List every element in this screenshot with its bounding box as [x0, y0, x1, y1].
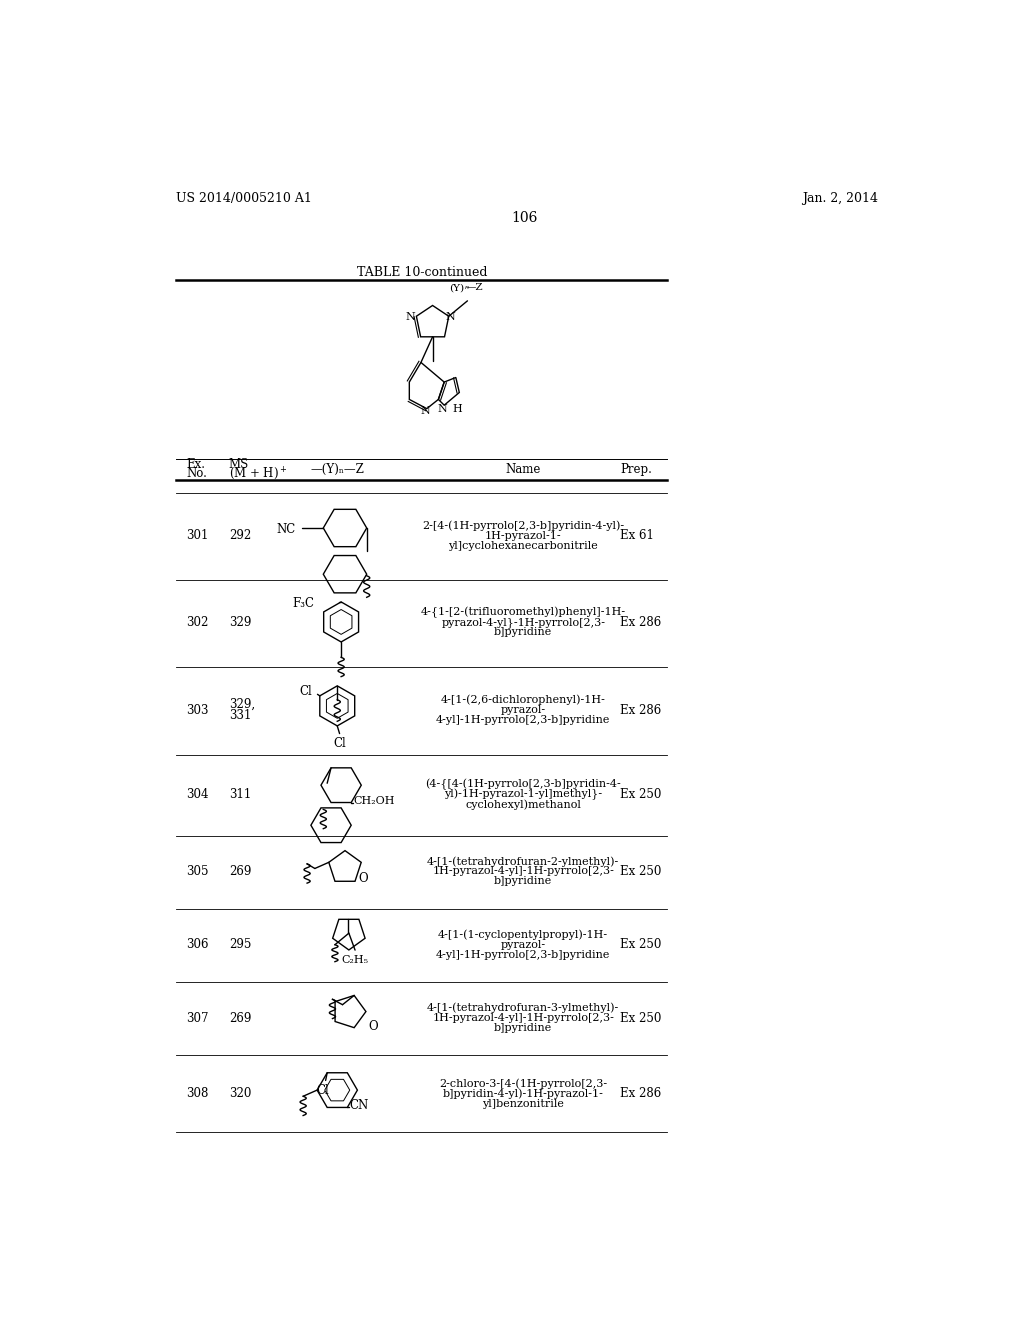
Text: H: H	[452, 404, 462, 414]
Text: NC: NC	[276, 523, 295, 536]
Text: b]pyridin-4-yl)-1H-pyrazol-1-: b]pyridin-4-yl)-1H-pyrazol-1-	[442, 1089, 604, 1100]
Text: Ex 250: Ex 250	[621, 1011, 662, 1024]
Text: b]pyridine: b]pyridine	[495, 876, 552, 887]
Text: Prep.: Prep.	[621, 463, 652, 477]
Text: Cl: Cl	[299, 685, 312, 698]
Text: Ex 250: Ex 250	[621, 939, 662, 952]
Text: CH₂OH: CH₂OH	[353, 796, 395, 807]
Text: 4-yl]-1H-pyrrolo[2,3-b]pyridine: 4-yl]-1H-pyrrolo[2,3-b]pyridine	[436, 950, 610, 960]
Text: 301: 301	[186, 529, 209, 543]
Text: 1H-pyrazol-1-: 1H-pyrazol-1-	[485, 531, 561, 541]
Text: TABLE 10-continued: TABLE 10-continued	[357, 265, 487, 279]
Text: 4-[1-(1-cyclopentylpropyl)-1H-: 4-[1-(1-cyclopentylpropyl)-1H-	[438, 929, 608, 940]
Text: 308: 308	[186, 1088, 209, 1101]
Text: pyrazol-: pyrazol-	[501, 705, 546, 715]
Text: 4-[1-(tetrahydrofuran-2-ylmethyl)-: 4-[1-(tetrahydrofuran-2-ylmethyl)-	[427, 857, 620, 867]
Text: 269: 269	[228, 865, 251, 878]
Text: Jan. 2, 2014: Jan. 2, 2014	[802, 191, 879, 205]
Text: yl]benzonitrile: yl]benzonitrile	[482, 1100, 564, 1109]
Text: 329: 329	[228, 616, 251, 628]
Text: O: O	[368, 1019, 378, 1032]
Text: yl)-1H-pyrazol-1-yl]methyl}-: yl)-1H-pyrazol-1-yl]methyl}-	[444, 789, 602, 800]
Text: (M + H)$^+$: (M + H)$^+$	[228, 465, 288, 482]
Text: N: N	[445, 312, 456, 322]
Text: F₃C: F₃C	[292, 597, 314, 610]
Text: —(Y)ₙ—Z: —(Y)ₙ—Z	[310, 463, 365, 477]
Text: 329,: 329,	[228, 698, 255, 711]
Text: 302: 302	[186, 616, 209, 628]
Text: (4-{[4-(1H-pyrrolo[2,3-b]pyridin-4-: (4-{[4-(1H-pyrrolo[2,3-b]pyridin-4-	[425, 779, 622, 791]
Text: Ex 61: Ex 61	[621, 529, 654, 543]
Text: 4-yl]-1H-pyrrolo[2,3-b]pyridine: 4-yl]-1H-pyrrolo[2,3-b]pyridine	[436, 715, 610, 725]
Text: N: N	[406, 312, 415, 322]
Text: Ex 286: Ex 286	[621, 616, 662, 628]
Text: Ex 286: Ex 286	[621, 704, 662, 717]
Text: C₂H₅: C₂H₅	[342, 954, 369, 965]
Text: 4-{1-[2-(trifluoromethyl)phenyl]-1H-: 4-{1-[2-(trifluoromethyl)phenyl]-1H-	[421, 607, 626, 618]
Text: US 2014/0005210 A1: US 2014/0005210 A1	[176, 191, 312, 205]
Text: MS: MS	[228, 458, 249, 471]
Text: 1H-pyrazol-4-yl]-1H-pyrrolo[2,3-: 1H-pyrazol-4-yl]-1H-pyrrolo[2,3-	[432, 866, 614, 876]
Text: Cl: Cl	[333, 737, 346, 750]
Text: Ex.: Ex.	[186, 458, 205, 471]
Text: $_n$: $_n$	[464, 284, 469, 292]
Text: Ex 250: Ex 250	[621, 788, 662, 801]
Text: (Y): (Y)	[450, 284, 465, 292]
Text: —Z: —Z	[465, 284, 482, 292]
Text: Ex 286: Ex 286	[621, 1088, 662, 1101]
Text: O: O	[358, 873, 368, 886]
Text: 306: 306	[186, 939, 209, 952]
Text: b]pyridine: b]pyridine	[495, 627, 552, 638]
Text: 320: 320	[228, 1088, 251, 1101]
Text: N: N	[438, 404, 447, 414]
Text: cyclohexyl)methanol: cyclohexyl)methanol	[465, 800, 582, 810]
Text: pyrazol-4-yl}-1H-pyrrolo[2,3-: pyrazol-4-yl}-1H-pyrrolo[2,3-	[441, 616, 605, 628]
Text: 269: 269	[228, 1011, 251, 1024]
Text: 303: 303	[186, 704, 209, 717]
Text: No.: No.	[186, 467, 207, 480]
Text: 4-[1-(2,6-dichlorophenyl)-1H-: 4-[1-(2,6-dichlorophenyl)-1H-	[440, 694, 605, 705]
Text: 295: 295	[228, 939, 251, 952]
Text: 307: 307	[186, 1011, 209, 1024]
Text: yl]cyclohexanecarbonitrile: yl]cyclohexanecarbonitrile	[449, 541, 598, 550]
Text: CN: CN	[349, 1098, 369, 1111]
Text: 331: 331	[228, 709, 251, 722]
Text: 4-[1-(tetrahydrofuran-3-ylmethyl)-: 4-[1-(tetrahydrofuran-3-ylmethyl)-	[427, 1003, 620, 1014]
Text: 304: 304	[186, 788, 209, 801]
Text: 1H-pyrazol-4-yl]-1H-pyrrolo[2,3-: 1H-pyrazol-4-yl]-1H-pyrrolo[2,3-	[432, 1014, 614, 1023]
Text: 311: 311	[228, 788, 251, 801]
Text: Ex 250: Ex 250	[621, 865, 662, 878]
Text: b]pyridine: b]pyridine	[495, 1023, 552, 1034]
Text: Name: Name	[506, 463, 541, 477]
Text: 106: 106	[512, 211, 538, 226]
Text: Cl: Cl	[316, 1084, 329, 1097]
Text: 2-[4-(1H-pyrrolo[2,3-b]pyridin-4-yl)-: 2-[4-(1H-pyrrolo[2,3-b]pyridin-4-yl)-	[422, 520, 625, 531]
Text: 305: 305	[186, 865, 209, 878]
Text: pyrazol-: pyrazol-	[501, 940, 546, 950]
Text: 292: 292	[228, 529, 251, 543]
Text: 2-chloro-3-[4-(1H-pyrrolo[2,3-: 2-chloro-3-[4-(1H-pyrrolo[2,3-	[439, 1078, 607, 1089]
Text: N: N	[420, 407, 430, 416]
